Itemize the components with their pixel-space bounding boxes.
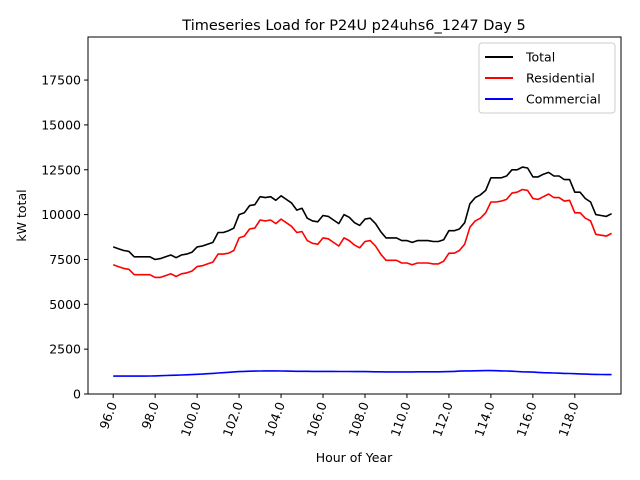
legend-label-commercial: Commercial [526,92,601,107]
legend-label-residential: Residential [526,71,595,86]
x-tick-label: 98.0 [138,400,162,431]
x-tick-label: 116.0 [513,400,539,439]
x-tick-label: 102.0 [220,400,246,439]
legend-frame [478,42,616,114]
legend: Total Residential Commercial [478,42,616,114]
x-tick-label: 104.0 [262,400,288,439]
y-tick-label: 12500 [41,162,81,177]
y-tick-label: 5000 [49,297,81,312]
x-tick-label: 100.0 [178,400,204,439]
y-axis-label: kW total [14,189,29,241]
x-tick-label: 112.0 [429,400,455,439]
x-tick-label: 114.0 [471,400,497,439]
series-line-residential [112,188,612,279]
y-tick-label: 7500 [49,252,81,267]
chart-title: Timeseries Load for P24U p24uhs6_1247 Da… [181,18,525,34]
y-axis: 0 2500 5000 7500 10000 12500 15000 17500 [41,73,88,402]
x-tick-label: 110.0 [387,400,413,439]
x-tick-label: 118.0 [555,400,581,439]
x-axis: 96.0 98.0 100.0 102.0 104.0 106.0 108.0 110.0 11… [96,394,582,439]
x-axis-label: Hour of Year [316,450,393,465]
y-tick-label: 15000 [41,117,81,132]
y-tick-label: 0 [73,387,81,402]
x-tick-label: 108.0 [345,400,371,439]
series-line-total [112,166,612,261]
x-tick-label: 106.0 [304,400,330,439]
legend-label-total: Total [525,50,555,65]
plot-frame [87,36,622,395]
y-tick-label: 17500 [41,73,81,88]
plot-area [87,36,622,395]
series-line-commercial [113,369,612,377]
series-lines [112,166,612,377]
y-tick-label: 2500 [49,342,81,357]
x-tick-label: 96.0 [96,400,120,431]
y-tick-label: 10000 [41,207,81,222]
